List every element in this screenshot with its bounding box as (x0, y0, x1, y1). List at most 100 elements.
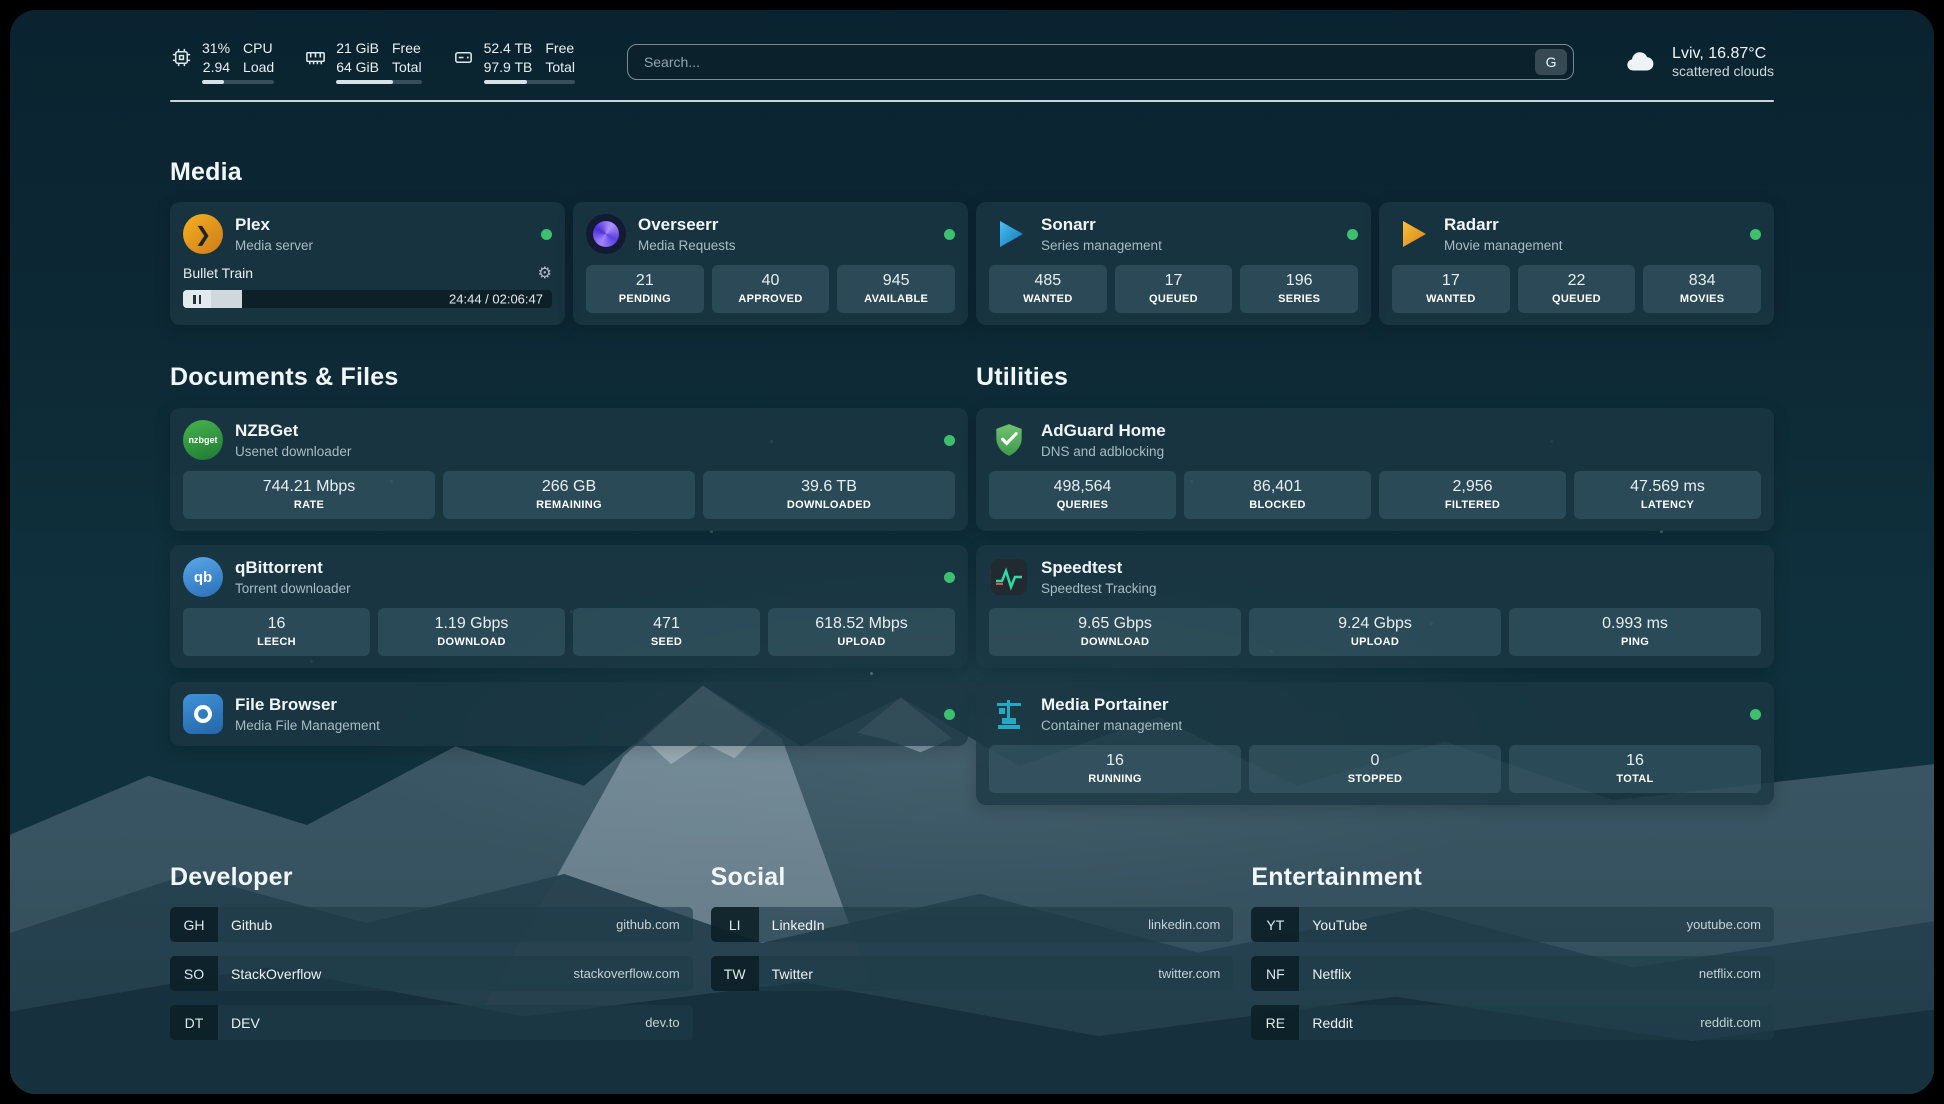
status-dot (944, 434, 955, 446)
app-description: Torrent downloader (235, 580, 351, 596)
cpu-label-1: CPU (243, 40, 273, 56)
app-description: Usenet downloader (235, 443, 352, 459)
search-input[interactable] (643, 54, 1536, 70)
stat-total: 16 TOTAL (1509, 745, 1761, 793)
now-playing-title: Bullet Train (183, 265, 254, 281)
bookmark-url: linkedin.com (1148, 917, 1221, 932)
bookmark-name: Twitter (771, 965, 813, 982)
search-engine-button[interactable]: G (1535, 49, 1568, 75)
bookmark-dev[interactable]: DT DEV dev.to (170, 1005, 693, 1040)
weather-widget: Lviv, 16.87°C scattered clouds (1620, 45, 1774, 79)
playback-time: 24:44 / 02:06:47 (449, 291, 543, 307)
utilities-section-title: Utilities (976, 363, 1069, 391)
portainer-app-link[interactable]: Media Portainer Container management (989, 694, 1761, 734)
stat-latency: 47.569 ms LATENCY (1574, 471, 1761, 519)
app-name: AdGuard Home (1041, 421, 1166, 441)
stat-remaining: 266 GB REMAINING (443, 471, 695, 519)
bookmarks-entertainment: Entertainment YT YouTube youtube.com NF … (1251, 863, 1774, 1054)
app-description: Media Requests (638, 237, 736, 253)
disk-total-value: 97.9 TB (483, 58, 533, 75)
ram-icon (306, 51, 326, 65)
speedtest-app-link[interactable]: Speedtest Speedtest Tracking (989, 557, 1761, 597)
stat-series: 196 SERIES (1240, 265, 1358, 313)
app-description: Speedtest Tracking (1041, 580, 1157, 596)
overseerr-app-link[interactable]: Overseerr Media Requests (586, 214, 955, 254)
bookmark-name: DEV (231, 1014, 260, 1031)
stat-queries: 498,564 QUERIES (989, 471, 1176, 519)
stat-pending: 21 PENDING (586, 265, 704, 313)
filebrowser-icon (183, 694, 223, 734)
portainer-icon (989, 694, 1029, 734)
nzbget-app-link[interactable]: nzbget NZBGet Usenet downloader (183, 420, 955, 460)
status-dot (1750, 228, 1761, 240)
status-dot (944, 571, 955, 583)
speedtest-icon (989, 557, 1029, 597)
disk-free-value: 52.4 TB (483, 40, 533, 56)
documents-column: Documents & Files nzbget NZBGet Usenet d… (170, 363, 968, 746)
entertainment-section-title: Entertainment (1251, 863, 1423, 891)
bookmark-name: Netflix (1312, 965, 1352, 982)
ram-label-1: Free (392, 40, 421, 56)
sonarr-app-link[interactable]: Sonarr Series management (989, 214, 1358, 254)
bookmark-twitter[interactable]: TW Twitter twitter.com (710, 956, 1234, 991)
stat-ping: 0.993 ms PING (1509, 608, 1761, 656)
app-name: File Browser (235, 695, 338, 715)
stat-running: 16 RUNNING (989, 745, 1241, 793)
bookmark-netflix[interactable]: NF Netflix netflix.com (1251, 956, 1774, 991)
filebrowser-card: File Browser Media File Management (170, 682, 968, 746)
app-name: qBittorrent (235, 558, 323, 578)
filebrowser-app-link[interactable]: File Browser Media File Management (183, 694, 955, 734)
bookmark-url: dev.to (645, 1015, 680, 1030)
bookmark-url: github.com (616, 917, 680, 932)
adguard-icon (989, 420, 1029, 460)
app-name: Media Portainer (1041, 695, 1169, 715)
plex-app-link[interactable]: ❯ Plex Media server (183, 214, 552, 254)
bookmark-abbr: TW (710, 956, 759, 991)
developer-section-title: Developer (170, 863, 293, 891)
app-description: Media File Management (235, 717, 380, 733)
app-description: Media server (235, 237, 314, 253)
stat-movies: 834 MOVIES (1643, 265, 1761, 313)
bookmark-stackoverflow[interactable]: SO StackOverflow stackoverflow.com (170, 956, 693, 991)
app-description: Container management (1041, 717, 1183, 733)
ram-widget: 21 GiB Free 64 GiB Total (304, 40, 422, 84)
app-description: DNS and adblocking (1041, 443, 1165, 459)
bookmark-abbr: LI (710, 907, 759, 942)
cpu-widget: 31% CPU 2.94 Load (170, 40, 275, 84)
radarr-icon (1392, 214, 1432, 254)
bookmark-reddit[interactable]: RE Reddit reddit.com (1251, 1005, 1774, 1040)
disk-icon (454, 51, 472, 64)
media-grid: ❯ Plex Media server Bullet Train ⚙ (170, 202, 1774, 325)
bookmark-abbr: SO (170, 956, 218, 991)
app-description: Movie management (1444, 237, 1563, 253)
bookmark-name: Github (231, 916, 273, 933)
disk-label-2: Total (545, 58, 575, 75)
adguard-app-link[interactable]: AdGuard Home DNS and adblocking (989, 420, 1761, 460)
plex-icon: ❯ (183, 214, 223, 254)
app-name: Overseerr (638, 215, 719, 235)
sonarr-card: Sonarr Series management 485 WANTED 17 QUE… (976, 202, 1371, 325)
bookmark-url: stackoverflow.com (573, 966, 680, 981)
playback-progress-bar[interactable]: 24:44 / 02:06:47 (183, 290, 552, 308)
search-bar: G (626, 44, 1575, 80)
app-name: Plex (235, 215, 270, 235)
radarr-app-link[interactable]: Radarr Movie management (1392, 214, 1761, 254)
qbittorrent-app-link[interactable]: qb qBittorrent Torrent downloader (183, 557, 955, 597)
ram-progress-bar (336, 80, 422, 84)
bookmark-abbr: RE (1251, 1005, 1300, 1040)
bookmark-url: netflix.com (1698, 966, 1761, 981)
disk-widget: 52.4 TB Free 97.9 TB Total (452, 40, 575, 84)
nzbget-card: nzbget NZBGet Usenet downloader 744.21 M… (170, 408, 968, 531)
status-dot (944, 228, 955, 240)
bookmark-youtube[interactable]: YT YouTube youtube.com (1251, 907, 1774, 942)
cpu-load-value: 2.94 (202, 58, 231, 75)
pause-button[interactable] (183, 290, 211, 308)
bookmark-name: StackOverflow (231, 965, 322, 982)
sonarr-icon (989, 214, 1029, 254)
bookmark-linkedin[interactable]: LI LinkedIn linkedin.com (710, 907, 1234, 942)
overseerr-card: Overseerr Media Requests 21 PENDING 40 APP… (573, 202, 968, 325)
bookmark-github[interactable]: GH Github github.com (170, 907, 693, 942)
bookmark-abbr: DT (170, 1005, 218, 1040)
gear-icon[interactable]: ⚙ (537, 265, 552, 282)
bookmark-url: twitter.com (1158, 966, 1221, 981)
